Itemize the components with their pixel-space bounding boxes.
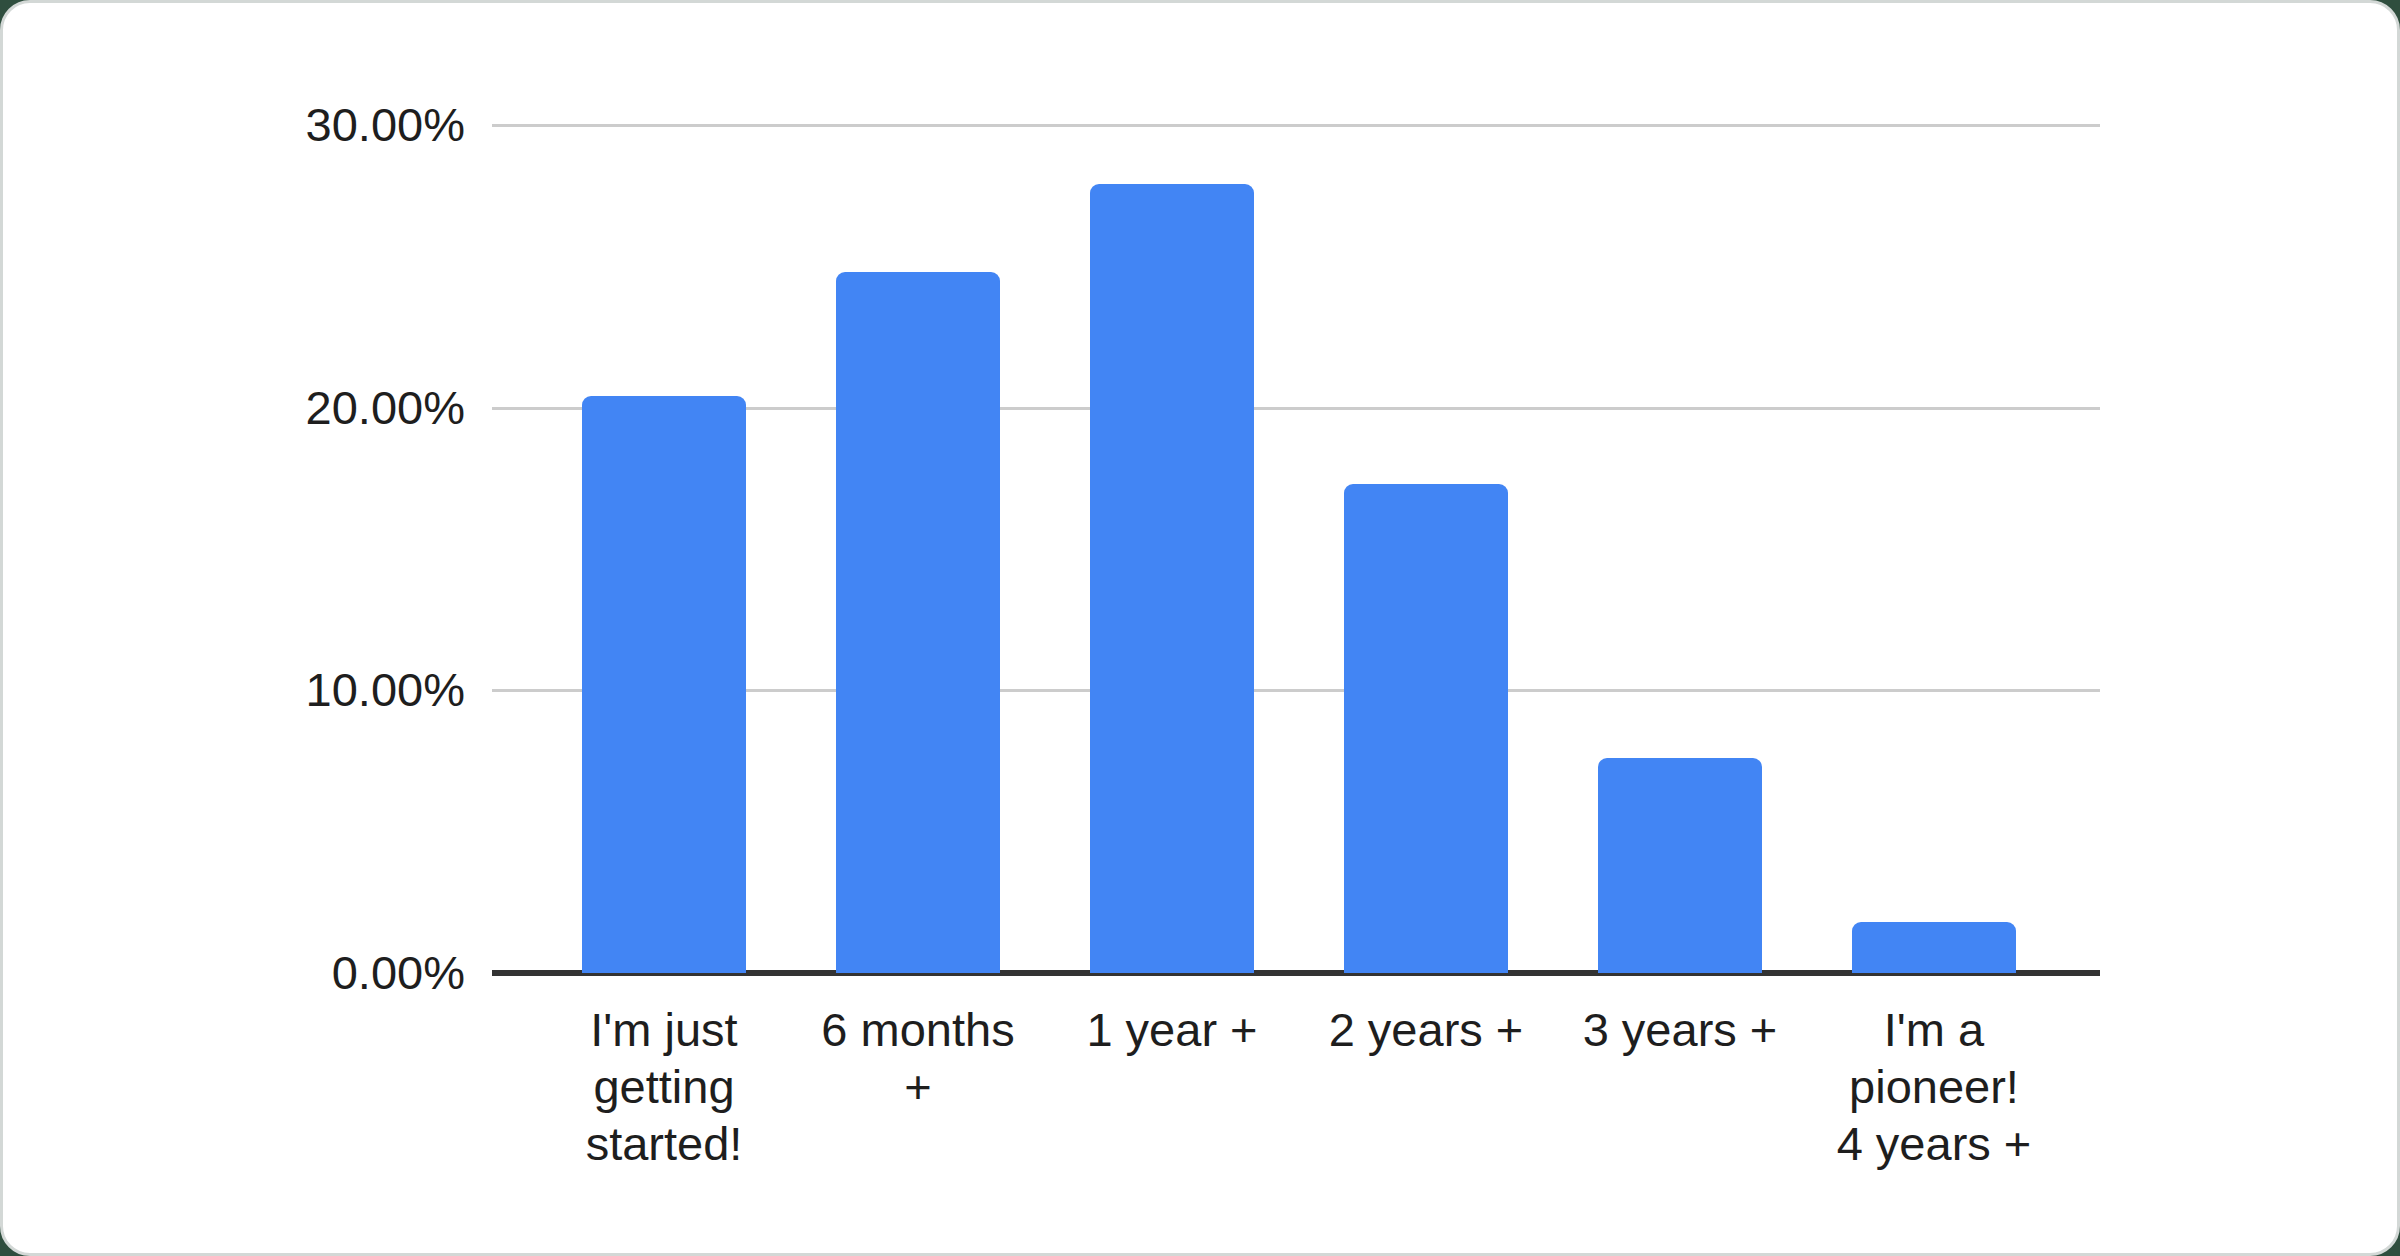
x-axis-category-label: 6 months + — [791, 1001, 1045, 1172]
bar-slot — [1553, 125, 1807, 973]
bar-5[interactable] — [1598, 758, 1762, 973]
bar-2[interactable] — [836, 272, 1000, 973]
x-axis-category-label: 2 years + — [1299, 1001, 1553, 1172]
bar-6[interactable] — [1852, 922, 2016, 973]
x-axis-category-label: I'm just getting started! — [537, 1001, 791, 1172]
y-axis-tick-label: 30.00% — [3, 97, 465, 153]
bar-series — [537, 125, 2061, 973]
bar-slot — [1299, 125, 1553, 973]
x-axis-category-label: I'm a pioneer! 4 years + — [1807, 1001, 2061, 1172]
chart-card: 30.00% 20.00% 10.00% 0.00% I'm just getting… — [0, 0, 2400, 1256]
y-axis-tick-label: 10.00% — [3, 662, 465, 718]
x-axis-category-label: 1 year + — [1045, 1001, 1299, 1172]
bar-slot — [1045, 125, 1299, 973]
x-axis-category-labels: I'm just getting started!6 months +1 yea… — [537, 1001, 2061, 1172]
bar-slot — [537, 125, 791, 973]
bar-slot — [1807, 125, 2061, 973]
bar-chart: 30.00% 20.00% 10.00% 0.00% I'm just getting… — [3, 3, 2397, 1253]
bar-3[interactable] — [1090, 184, 1254, 973]
bar-4[interactable] — [1344, 484, 1508, 973]
y-axis-tick-label: 0.00% — [3, 945, 465, 1001]
bar-1[interactable] — [582, 396, 746, 973]
y-axis-tick-labels: 30.00% 20.00% 10.00% 0.00% — [3, 3, 465, 1253]
bar-slot — [791, 125, 1045, 973]
y-axis-tick-label: 20.00% — [3, 380, 465, 436]
x-axis-category-label: 3 years + — [1553, 1001, 1807, 1172]
